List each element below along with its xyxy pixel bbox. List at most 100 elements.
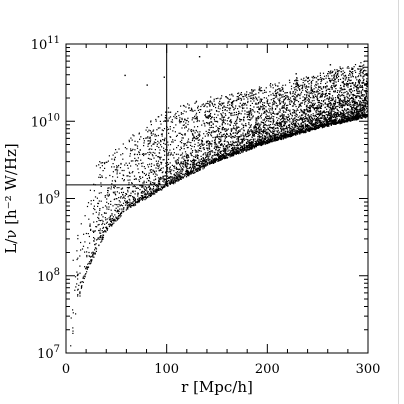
- data-point: [301, 118, 303, 120]
- data-point: [232, 135, 234, 138]
- data-point: [207, 135, 209, 137]
- data-point: [337, 80, 339, 82]
- data-point: [126, 207, 128, 209]
- data-point: [100, 232, 102, 234]
- data-point: [311, 90, 313, 92]
- data-point: [348, 111, 350, 113]
- data-point: [279, 100, 281, 102]
- data-point: [98, 176, 100, 178]
- data-point: [272, 123, 274, 125]
- data-point: [226, 120, 228, 122]
- data-point: [210, 134, 212, 136]
- data-point: [345, 117, 348, 119]
- data-point: [267, 138, 269, 140]
- data-point: [327, 75, 329, 77]
- data-point: [261, 106, 263, 108]
- data-point: [277, 137, 279, 139]
- data-point: [190, 130, 192, 132]
- data-point: [99, 228, 101, 230]
- data-point: [293, 118, 295, 120]
- data-point: [330, 123, 332, 125]
- data-point: [161, 146, 163, 148]
- data-point: [84, 215, 86, 217]
- data-point: [361, 102, 363, 104]
- data-point: [167, 128, 169, 130]
- data-point: [361, 112, 363, 114]
- data-point: [318, 85, 320, 87]
- data-point: [322, 101, 324, 103]
- data-point: [335, 88, 337, 90]
- data-point: [265, 106, 267, 108]
- data-point: [192, 162, 195, 164]
- data-point: [297, 132, 299, 135]
- data-point: [222, 148, 225, 150]
- data-point: [316, 122, 318, 124]
- data-point: [309, 101, 311, 103]
- data-point: [359, 70, 362, 72]
- data-point: [170, 178, 172, 180]
- data-point: [251, 113, 253, 115]
- data-point: [283, 135, 285, 137]
- data-point: [283, 105, 286, 107]
- data-point: [269, 91, 271, 93]
- data-point: [114, 209, 116, 211]
- data-point: [213, 142, 216, 144]
- data-point: [314, 128, 317, 130]
- data-point: [352, 82, 354, 84]
- data-point: [166, 162, 169, 164]
- data-point: [277, 91, 279, 93]
- data-point: [104, 163, 106, 165]
- data-point: [282, 116, 284, 118]
- data-point: [286, 116, 288, 118]
- data-point: [271, 136, 273, 138]
- data-point: [211, 116, 213, 118]
- data-point: [319, 127, 321, 129]
- data-point: [362, 108, 364, 110]
- data-point: [286, 128, 288, 130]
- data-point: [113, 192, 115, 194]
- data-point: [246, 150, 248, 152]
- data-point: [181, 176, 183, 178]
- data-point: [90, 203, 92, 205]
- data-point: [267, 142, 269, 145]
- data-point: [209, 141, 211, 143]
- data-point: [107, 189, 109, 192]
- data-point: [304, 101, 306, 103]
- data-point: [184, 159, 186, 161]
- data-point: [363, 90, 365, 92]
- data-point: [361, 105, 363, 107]
- data-point: [323, 100, 325, 102]
- data-point: [338, 75, 340, 78]
- data-point: [343, 114, 345, 116]
- data-point: [110, 209, 112, 211]
- data-point: [88, 255, 90, 257]
- data-point: [316, 91, 318, 93]
- data-point: [79, 255, 81, 257]
- data-point: [300, 78, 302, 80]
- data-point: [215, 137, 217, 139]
- data-point: [149, 136, 151, 138]
- data-point: [162, 178, 164, 180]
- data-point: [236, 99, 238, 102]
- data-point: [114, 214, 116, 216]
- data-point: [215, 158, 217, 161]
- data-point: [141, 171, 144, 173]
- data-point: [284, 118, 286, 120]
- data-point: [264, 127, 266, 129]
- data-point: [199, 169, 201, 171]
- data-point: [288, 115, 290, 117]
- data-point: [197, 137, 199, 139]
- data-point: [249, 92, 251, 94]
- data-point: [185, 166, 187, 168]
- data-point: [260, 117, 262, 119]
- data-point: [274, 139, 276, 141]
- data-point: [333, 110, 335, 112]
- data-point: [97, 202, 99, 204]
- data-point: [239, 130, 241, 133]
- data-point: [214, 139, 216, 141]
- data-point: [219, 136, 221, 138]
- data-point: [230, 136, 232, 138]
- data-point: [311, 105, 313, 107]
- data-point: [195, 151, 197, 153]
- data-point: [107, 195, 109, 197]
